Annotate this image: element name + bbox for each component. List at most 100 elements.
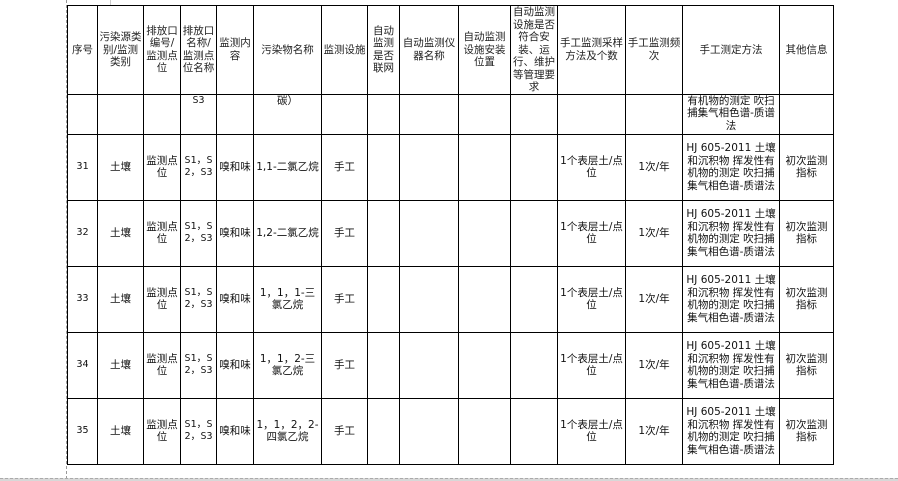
empty-cell bbox=[557, 93, 626, 135]
content-cell: 嗅和味 bbox=[216, 331, 254, 399]
page-corner-mark bbox=[60, 0, 111, 6]
point-id-cell: 监测点位 bbox=[143, 397, 181, 465]
sampling-cell: 1个表层土/点位 bbox=[557, 397, 626, 465]
frequency-cell: 1次/年 bbox=[625, 397, 683, 465]
empty-cell bbox=[367, 397, 400, 465]
table-row: 33 土壤 监测点位 S1，S2，S3 嗅和味 1，1，1-三氯乙烷 手工 1个表层土/点位 1… bbox=[67, 265, 834, 333]
sampling-cell: 1个表层土/点位 bbox=[557, 199, 626, 267]
other-cell: 初次监测指标 bbox=[779, 397, 834, 465]
header-cell: 监测设施 bbox=[321, 5, 368, 95]
other-cell: 初次监测指标 bbox=[779, 199, 834, 267]
empty-cell bbox=[367, 133, 400, 201]
content-cell: 嗅和味 bbox=[216, 265, 254, 333]
document-page: 序号 污染源类别/监测类别 排放口编号/监测点位 排放口名称/监测点位名称 监测… bbox=[67, 5, 834, 465]
method-cell: HJ 605-2011 土壤和沉积物 挥发性有机物的测定 吹扫捕集气相色谱-质谱… bbox=[682, 199, 780, 267]
empty-cell bbox=[399, 133, 459, 201]
other-cell: 初次监测指标 bbox=[779, 331, 834, 399]
no-cell: 31 bbox=[67, 133, 98, 201]
other-cell: 初次监测指标 bbox=[779, 133, 834, 201]
empty-cell bbox=[458, 331, 511, 399]
category-cell: 土壤 bbox=[97, 199, 144, 267]
empty-cell bbox=[510, 265, 558, 333]
frequency-cell: 1次/年 bbox=[625, 265, 683, 333]
empty-cell bbox=[458, 397, 511, 465]
facility-cell: 手工 bbox=[321, 199, 368, 267]
point-name-cell: S1，S2，S3 bbox=[180, 331, 217, 399]
empty-cell bbox=[399, 397, 459, 465]
empty-cell bbox=[399, 93, 459, 135]
header-cell: 其他信息 bbox=[779, 5, 834, 95]
pollutant-cell: 1，1，1-三氯乙烷 bbox=[253, 265, 322, 333]
frequency-cell: 1次/年 bbox=[625, 133, 683, 201]
point-name-cell: S1，S2，S3 bbox=[180, 397, 217, 465]
empty-cell bbox=[216, 93, 254, 135]
point-name-cell: S1，S2，S3 bbox=[180, 265, 217, 333]
sampling-cell: 1个表层土/点位 bbox=[557, 331, 626, 399]
empty-cell bbox=[399, 199, 459, 267]
content-cell: 嗅和味 bbox=[216, 397, 254, 465]
pollutant-cell: 1，1，2，2-四氯乙烷 bbox=[253, 397, 322, 465]
point-name-cell: S1，S2，S3 bbox=[180, 199, 217, 267]
empty-cell bbox=[779, 93, 834, 135]
page-margin-guide bbox=[66, 0, 67, 479]
empty-cell bbox=[321, 93, 368, 135]
content-cell: 嗅和味 bbox=[216, 199, 254, 267]
category-cell: 土壤 bbox=[97, 265, 144, 333]
header-cell: 手工监测采样方法及个数 bbox=[557, 5, 626, 95]
method-cell: HJ 605-2011 土壤和沉积物 挥发性有机物的测定 吹扫捕集气相色谱-质谱… bbox=[682, 133, 780, 201]
empty-cell bbox=[367, 93, 400, 135]
point-id-cell: 监测点位 bbox=[143, 199, 181, 267]
pollutant-cell: 1,1-二氯乙烷 bbox=[253, 133, 322, 201]
header-cell: 序号 bbox=[67, 5, 98, 95]
method-cell: 有机物的测定 吹扫捕集气相色谱-质谱法 bbox=[682, 93, 780, 135]
empty-cell bbox=[510, 199, 558, 267]
continuation-row: S3 碳） 有机物的测定 吹扫捕集气相色谱-质谱法 bbox=[67, 93, 834, 135]
empty-cell bbox=[399, 265, 459, 333]
header-cell: 自动监测设施安装位置 bbox=[458, 5, 511, 95]
method-cell: HJ 605-2011 土壤和沉积物 挥发性有机物的测定 吹扫捕集气相色谱-质谱… bbox=[682, 397, 780, 465]
method-cell: HJ 605-2011 土壤和沉积物 挥发性有机物的测定 吹扫捕集气相色谱-质谱… bbox=[682, 331, 780, 399]
empty-cell bbox=[458, 93, 511, 135]
no-cell: 32 bbox=[67, 199, 98, 267]
point-id-cell: 监测点位 bbox=[143, 331, 181, 399]
facility-cell: 手工 bbox=[321, 331, 368, 399]
empty-cell bbox=[367, 265, 400, 333]
no-cell: 33 bbox=[67, 265, 98, 333]
frequency-cell: 1次/年 bbox=[625, 199, 683, 267]
empty-cell bbox=[458, 265, 511, 333]
empty-cell bbox=[67, 93, 98, 135]
pollutant-cell: 1，1，2-三氯乙烷 bbox=[253, 331, 322, 399]
no-cell: 34 bbox=[67, 331, 98, 399]
header-cell: 排放口编号/监测点位 bbox=[143, 5, 181, 95]
table-row: 34 土壤 监测点位 S1，S2，S3 嗅和味 1，1，2-三氯乙烷 手工 1个表层土/点位 1… bbox=[67, 331, 834, 399]
sampling-cell: 1个表层土/点位 bbox=[557, 265, 626, 333]
empty-cell bbox=[367, 199, 400, 267]
pollutant-cell: 碳） bbox=[253, 93, 322, 135]
pollutant-cell: 1,2-二氯乙烷 bbox=[253, 199, 322, 267]
empty-cell bbox=[143, 93, 181, 135]
table-row: 32 土壤 监测点位 S1，S2，S3 嗅和味 1,2-二氯乙烷 手工 1个表层土/点位 1次/… bbox=[67, 199, 834, 267]
content-cell: 嗅和味 bbox=[216, 133, 254, 201]
table-row: 31 土壤 监测点位 S1，S2，S3 嗅和味 1,1-二氯乙烷 手工 1个表层土/点位 1次/… bbox=[67, 133, 834, 201]
facility-cell: 手工 bbox=[321, 397, 368, 465]
point-name-cell: S1，S2，S3 bbox=[180, 133, 217, 201]
empty-cell bbox=[367, 331, 400, 399]
header-cell: 污染物名称 bbox=[253, 5, 322, 95]
empty-cell bbox=[625, 93, 683, 135]
category-cell: 土壤 bbox=[97, 397, 144, 465]
header-cell: 自动监测设施是否符合安装、运行、维护等管理要求 bbox=[510, 5, 558, 95]
no-cell: 35 bbox=[67, 397, 98, 465]
empty-cell bbox=[510, 133, 558, 201]
category-cell: 土壤 bbox=[97, 133, 144, 201]
empty-cell bbox=[399, 331, 459, 399]
table-row: 35 土壤 监测点位 S1，S2，S3 嗅和味 1，1，2，2-四氯乙烷 手工 1个表层土/点… bbox=[67, 397, 834, 465]
header-cell: 手工监测频次 bbox=[625, 5, 683, 95]
category-cell: 土壤 bbox=[97, 331, 144, 399]
empty-cell bbox=[458, 199, 511, 267]
point-name-cell: S3 bbox=[180, 93, 217, 135]
frequency-cell: 1次/年 bbox=[625, 331, 683, 399]
header-cell: 排放口名称/监测点位名称 bbox=[180, 5, 217, 95]
monitoring-table: 序号 污染源类别/监测类别 排放口编号/监测点位 排放口名称/监测点位名称 监测… bbox=[67, 5, 834, 465]
header-cell: 自动监测仪器名称 bbox=[399, 5, 459, 95]
method-cell: HJ 605-2011 土壤和沉积物 挥发性有机物的测定 吹扫捕集气相色谱-质谱… bbox=[682, 265, 780, 333]
